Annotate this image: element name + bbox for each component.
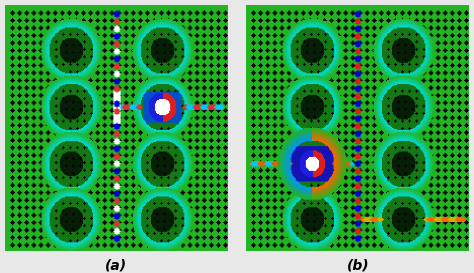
Text: (a): (a) xyxy=(105,259,127,272)
Text: (b): (b) xyxy=(346,259,369,272)
